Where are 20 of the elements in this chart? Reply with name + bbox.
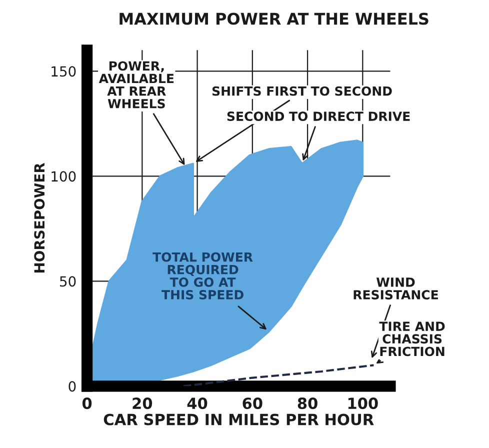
annotation: TOTAL POWER REQUIRED TO GO AT THIS SPEED (152, 252, 253, 300)
annotation: POWER, AVAILABLE AT REAR WHEELS (98, 61, 174, 108)
line-series (182, 364, 375, 386)
chart-title: MAXIMUM POWER AT THE WHEELS (120, 12, 428, 25)
y-tick-label: 0 (68, 381, 76, 392)
annotation: TIRE AND CHASSIS FRICTION (379, 322, 445, 356)
x-tick-label: 100 (348, 398, 378, 410)
x-axis-title: CAR SPEED IN MILES PER HOUR (104, 414, 374, 426)
x-tick-label: 80 (298, 398, 318, 410)
annotation: SHIFTS FIRST TO SECOND (212, 86, 392, 96)
y-axis-title: HORSEPOWER (34, 162, 45, 272)
y-tick-label: 50 (60, 276, 76, 287)
x-tick-label: 60 (242, 398, 262, 410)
x-tick-label: 40 (187, 398, 208, 410)
x-tick-label: 0 (82, 398, 92, 410)
annotation: WIND RESISTANCE (354, 278, 438, 300)
y-tick-label: 100 (52, 171, 76, 182)
x-tick-label: 20 (132, 398, 152, 410)
annotation: SECOND TO DIRECT DRIVE (227, 112, 410, 122)
y-tick-label: 150 (52, 66, 76, 77)
